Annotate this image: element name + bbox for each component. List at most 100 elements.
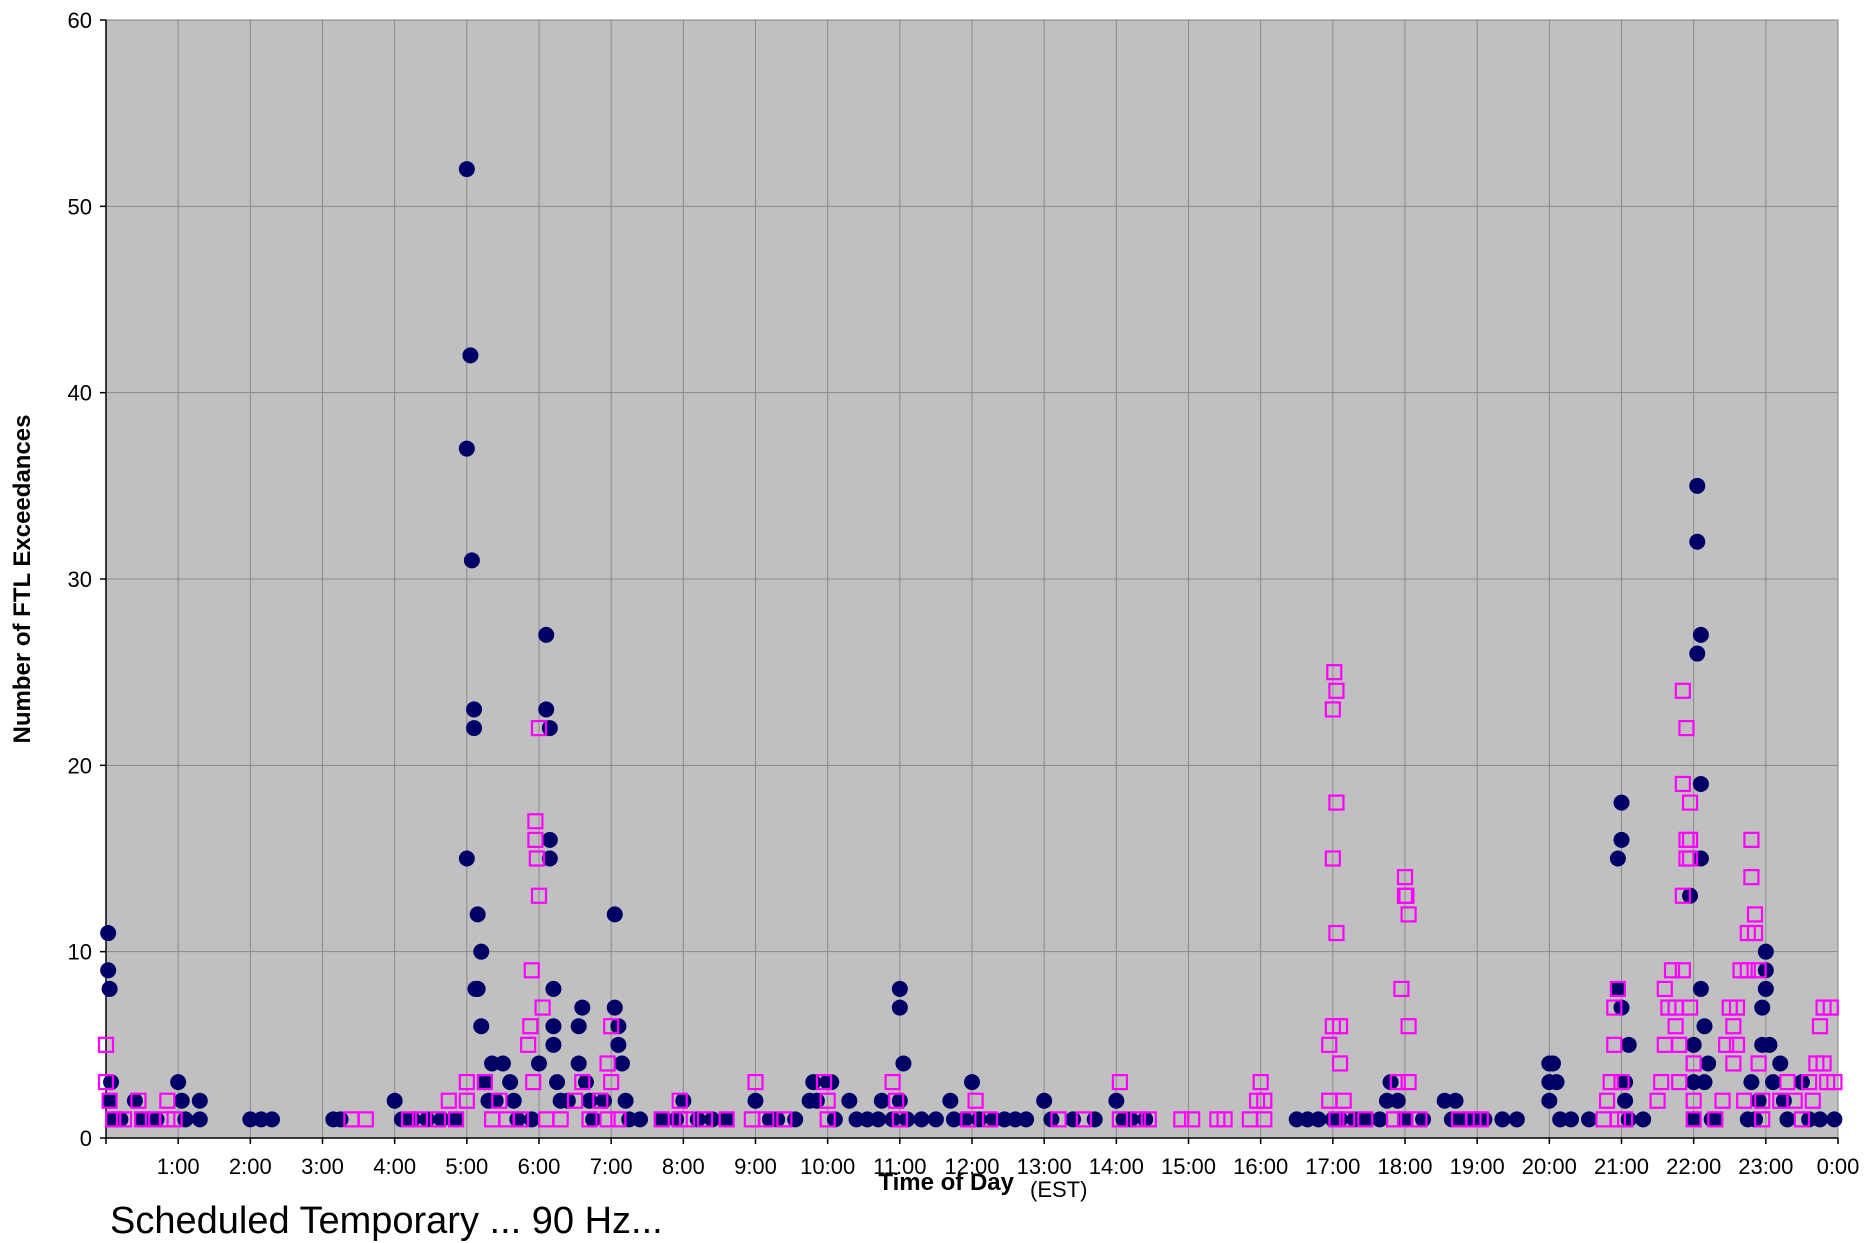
data-point-square xyxy=(1324,850,1341,867)
x-axis-title: Time of Day xyxy=(878,1169,1014,1196)
data-point-square xyxy=(1357,1111,1374,1128)
data-point-square xyxy=(1328,924,1345,942)
data-point-square xyxy=(159,1092,176,1109)
data-point-square xyxy=(527,813,544,830)
y-axis-title: Number of FTL Exceedances xyxy=(9,415,36,744)
x-tick-label: 5:00 xyxy=(445,1154,488,1179)
x-tick-label: 12:00 xyxy=(944,1154,999,1179)
data-point-circle xyxy=(595,1092,612,1109)
data-point-circle xyxy=(653,1111,670,1128)
data-point-square xyxy=(1746,906,1764,923)
data-point-circle xyxy=(134,1111,151,1128)
x-tick-label: 11:00 xyxy=(873,1154,926,1179)
data-point-circle xyxy=(531,1055,547,1072)
data-point-circle xyxy=(718,1111,735,1128)
data-point-circle xyxy=(570,1055,587,1072)
data-point-square xyxy=(747,1073,764,1091)
x-tick-label: 21:00 xyxy=(1594,1154,1649,1179)
data-point-square xyxy=(476,1073,493,1091)
data-point-square xyxy=(1728,999,1746,1016)
data-point-square xyxy=(599,1111,616,1128)
data-point-circle xyxy=(1750,1092,1767,1109)
data-point-square xyxy=(1743,831,1760,848)
data-point-square xyxy=(1393,980,1410,998)
y-tick-label: 40 xyxy=(68,381,92,406)
data-point-circle xyxy=(191,1111,208,1128)
data-point-circle xyxy=(463,552,480,569)
data-point-circle xyxy=(668,1111,685,1128)
data-point-circle xyxy=(891,1092,908,1109)
data-point-square xyxy=(1739,962,1756,979)
data-point-circle xyxy=(747,1092,764,1109)
data-point-square xyxy=(610,1111,627,1128)
data-point-circle xyxy=(177,1111,194,1128)
data-point-square xyxy=(815,1073,833,1091)
data-point-square xyxy=(523,962,540,979)
data-point-circle xyxy=(956,1111,973,1128)
data-point-square xyxy=(1801,1073,1818,1091)
data-point-circle xyxy=(126,1092,143,1109)
data-point-circle xyxy=(1696,1018,1713,1035)
data-point-square xyxy=(1743,869,1760,886)
data-point-circle xyxy=(466,720,483,737)
data-point-circle xyxy=(841,1092,858,1109)
x-tick-label: 4:00 xyxy=(373,1154,416,1179)
data-point-circle xyxy=(913,1111,930,1128)
x-tick-label: 9:00 xyxy=(734,1154,777,1179)
data-point-square xyxy=(1602,1073,1619,1091)
data-point-square xyxy=(97,1036,115,1053)
data-point-square xyxy=(1252,1073,1269,1091)
data-point-circle xyxy=(1685,1036,1702,1053)
data-point-square xyxy=(1331,1018,1349,1035)
data-point-square xyxy=(357,1111,374,1128)
data-point-circle xyxy=(505,1092,522,1109)
data-point-square xyxy=(696,1111,714,1128)
data-point-circle xyxy=(1562,1111,1579,1128)
data-point-square xyxy=(411,1111,429,1128)
y-tick-label: 50 xyxy=(68,194,92,219)
data-point-square xyxy=(1815,1055,1832,1072)
gridlines xyxy=(106,20,1838,1138)
data-point-square xyxy=(776,1111,793,1128)
y-tick-label: 0 xyxy=(80,1126,92,1151)
data-point-square xyxy=(1667,1018,1684,1035)
data-point-square xyxy=(1617,1111,1634,1128)
x-tick-label: 14:00 xyxy=(1089,1154,1144,1179)
data-point-circle xyxy=(1544,1055,1561,1072)
data-point-square xyxy=(1398,887,1415,904)
y-tick-label: 30 xyxy=(68,567,92,592)
data-point-square xyxy=(97,1073,115,1091)
data-point-square xyxy=(1411,1111,1428,1128)
footer-caption: Scheduled Temporary ... 90 Hz... xyxy=(110,1200,663,1242)
data-point-square xyxy=(1725,1018,1742,1035)
data-point-square xyxy=(1754,1092,1771,1109)
data-point-circle xyxy=(610,1036,627,1053)
data-point-circle xyxy=(1397,1111,1413,1128)
data-point-circle xyxy=(1617,1074,1634,1091)
data-point-square xyxy=(884,1073,901,1091)
data-point-square xyxy=(522,1018,539,1035)
data-point-square xyxy=(1736,1092,1753,1109)
data-point-square xyxy=(1129,1111,1147,1128)
data-point-circle xyxy=(458,440,475,457)
data-point-circle xyxy=(1310,1111,1327,1128)
data-point-circle xyxy=(538,701,555,718)
data-point-square xyxy=(1400,1018,1417,1035)
data-point-circle xyxy=(1508,1111,1525,1128)
data-point-square xyxy=(1606,1036,1623,1053)
data-point-square xyxy=(1396,869,1414,886)
data-point-circle xyxy=(1743,1074,1760,1091)
y-tick-label: 60 xyxy=(68,8,92,33)
data-point-square xyxy=(1050,1111,1067,1128)
data-point-circle xyxy=(1494,1111,1511,1128)
y-tick-labels: 0 10 20 30 40 50 60 xyxy=(68,8,106,1151)
data-point-circle xyxy=(263,1111,280,1128)
data-point-circle xyxy=(570,1018,587,1035)
data-point-square xyxy=(1779,1073,1796,1091)
x-tick-label: 1:00 xyxy=(157,1154,200,1179)
data-point-square xyxy=(758,1111,775,1128)
data-point-square xyxy=(718,1111,735,1128)
x-tick-label: 8:00 xyxy=(662,1154,705,1179)
data-point-circle xyxy=(1018,1111,1035,1128)
x-tick-label: 22:00 xyxy=(1666,1154,1721,1179)
